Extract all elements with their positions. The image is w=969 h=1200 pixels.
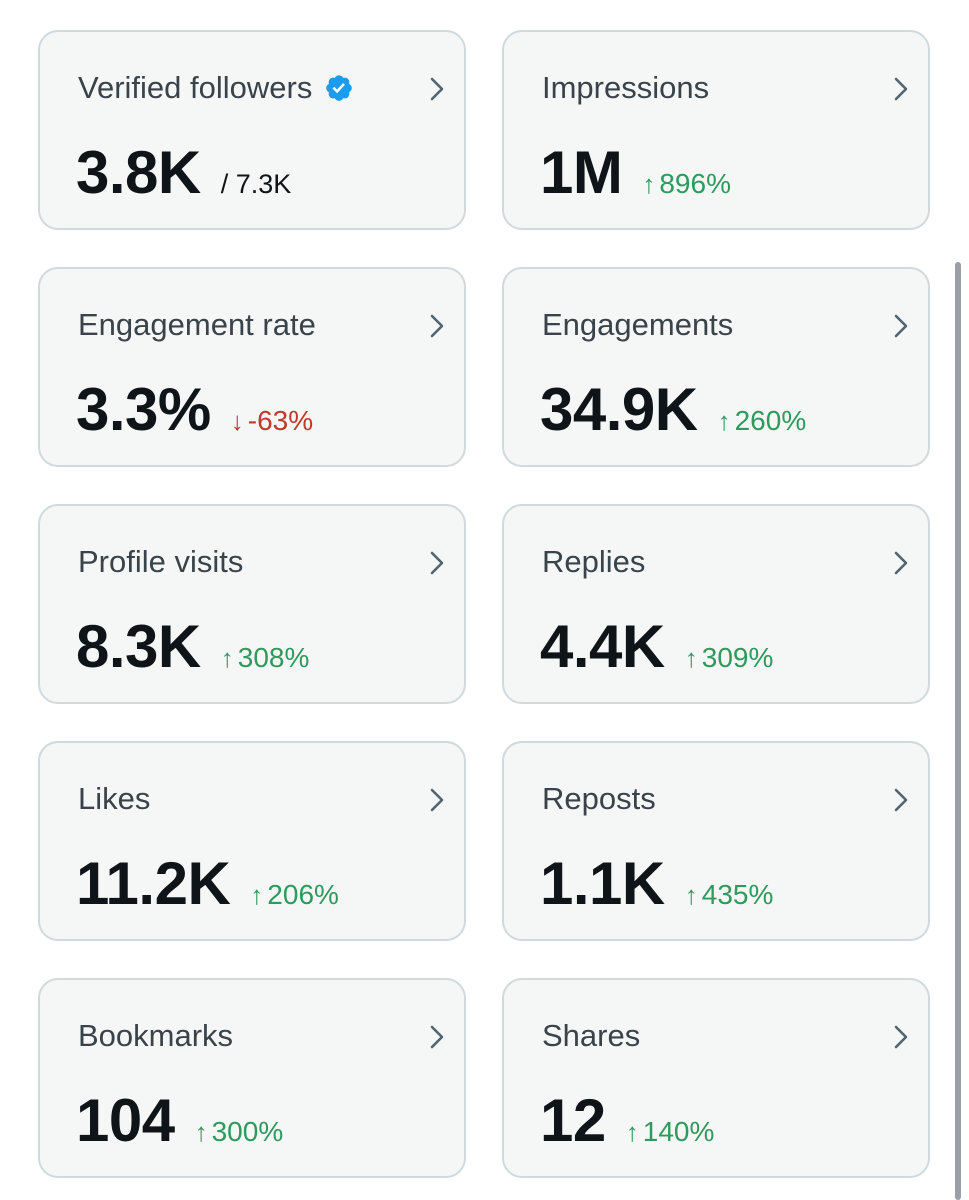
arrow-up-icon: ↑	[220, 643, 234, 673]
metrics-grid: Verified followers 3.8K / 7.3K Impressio…	[38, 30, 930, 1178]
metric-value-row: 12 ↑ 140%	[540, 1086, 714, 1155]
chevron-right-icon[interactable]	[892, 1024, 910, 1050]
card-impressions[interactable]: Impressions 1M ↑ 896%	[502, 30, 930, 230]
arrow-up-icon: ↑	[250, 880, 264, 910]
metric-change-value: 308%	[237, 642, 310, 673]
chevron-right-icon[interactable]	[892, 550, 910, 576]
card-title: Shares	[542, 1018, 640, 1054]
card-title-label: Engagements	[542, 307, 734, 342]
card-engagement-rate[interactable]: Engagement rate 3.3% ↓ -63%	[38, 267, 466, 467]
metric-total: / 7.3K	[220, 169, 292, 199]
metric-change: ↑ 308%	[221, 642, 310, 674]
metric-change: ↑ 435%	[685, 879, 774, 911]
arrow-up-icon: ↑	[194, 1117, 208, 1147]
metric-change-value: 260%	[734, 405, 807, 436]
metric-value-row: 104 ↑ 300%	[76, 1086, 283, 1155]
metric-change-value: -63%	[247, 405, 314, 436]
card-profile-visits[interactable]: Profile visits 8.3K ↑ 308%	[38, 504, 466, 704]
metric-change: ↑ 140%	[626, 1116, 715, 1148]
metric-change: ↓ -63%	[231, 405, 313, 437]
card-title-label: Engagement rate	[78, 307, 316, 342]
card-verified-followers[interactable]: Verified followers 3.8K / 7.3K	[38, 30, 466, 230]
metric-change-value: 206%	[267, 879, 339, 910]
metric-change-value: 435%	[701, 879, 774, 910]
metric-value-row: 34.9K ↑ 260%	[540, 375, 806, 444]
card-title: Profile visits	[78, 544, 243, 580]
metric-change-value: 140%	[642, 1116, 715, 1147]
card-title-label: Impressions	[542, 70, 710, 105]
verified-badge-icon	[324, 73, 354, 103]
metric-change-value: 896%	[659, 168, 731, 199]
chevron-right-icon[interactable]	[428, 787, 446, 813]
arrow-down-icon: ↓	[230, 406, 244, 436]
metric-change: ↑ 206%	[250, 879, 339, 911]
metric-value-row: 8.3K ↑ 308%	[76, 612, 309, 681]
card-title-label: Shares	[542, 1018, 641, 1053]
chevron-right-icon[interactable]	[892, 787, 910, 813]
chevron-right-icon[interactable]	[892, 313, 910, 339]
chevron-right-icon[interactable]	[428, 1024, 446, 1050]
chevron-right-icon[interactable]	[428, 313, 446, 339]
card-title: Engagements	[542, 307, 733, 343]
card-shares[interactable]: Shares 12 ↑ 140%	[502, 978, 930, 1178]
metric-value-row: 3.8K / 7.3K	[76, 138, 291, 207]
metric-value-row: 1.1K ↑ 435%	[540, 849, 773, 918]
metric-value-row: 3.3% ↓ -63%	[76, 375, 313, 444]
card-title: Impressions	[542, 70, 709, 106]
arrow-up-icon: ↑	[684, 643, 698, 673]
arrow-up-icon: ↑	[642, 169, 656, 199]
card-likes[interactable]: Likes 11.2K ↑ 206%	[38, 741, 466, 941]
metric-change-value: 300%	[211, 1116, 284, 1147]
metric-change: ↑ 300%	[195, 1116, 284, 1148]
metric-value: 34.9K	[540, 376, 698, 443]
card-engagements[interactable]: Engagements 34.9K ↑ 260%	[502, 267, 930, 467]
card-title-label: Bookmarks	[78, 1018, 234, 1053]
card-title-label: Verified followers	[78, 70, 313, 105]
card-title: Engagement rate	[78, 307, 316, 343]
chevron-right-icon[interactable]	[428, 76, 446, 102]
metric-value: 11.2K	[76, 850, 231, 917]
metric-value: 3.3%	[76, 376, 211, 443]
card-reposts[interactable]: Reposts 1.1K ↑ 435%	[502, 741, 930, 941]
metric-change: ↑ 260%	[718, 405, 807, 437]
metric-value-row: 4.4K ↑ 309%	[540, 612, 773, 681]
arrow-up-icon: ↑	[717, 406, 731, 436]
card-bookmarks[interactable]: Bookmarks 104 ↑ 300%	[38, 978, 466, 1178]
arrow-up-icon: ↑	[625, 1117, 639, 1147]
card-replies[interactable]: Replies 4.4K ↑ 309%	[502, 504, 930, 704]
card-title-label: Profile visits	[78, 544, 244, 579]
card-title: Reposts	[542, 781, 656, 817]
metric-value: 104	[76, 1087, 175, 1154]
chevron-right-icon[interactable]	[892, 76, 910, 102]
metric-value: 12	[540, 1087, 606, 1154]
metric-value: 8.3K	[76, 613, 201, 680]
metric-value: 1M	[540, 139, 623, 206]
scrollbar[interactable]	[955, 262, 961, 1200]
metric-change: ↑ 896%	[642, 168, 731, 200]
card-title: Replies	[542, 544, 645, 580]
card-title-label: Replies	[542, 544, 646, 579]
metric-value: 4.4K	[540, 613, 665, 680]
card-title: Bookmarks	[78, 1018, 233, 1054]
chevron-right-icon[interactable]	[428, 550, 446, 576]
metric-value: 1.1K	[540, 850, 665, 917]
metric-value-row: 11.2K ↑ 206%	[76, 849, 339, 918]
card-title-label: Reposts	[542, 781, 656, 816]
metric-value-row: 1M ↑ 896%	[540, 138, 731, 207]
card-title-label: Likes	[78, 781, 151, 816]
metric-change: ↑ 309%	[685, 642, 774, 674]
metric-change-value: 309%	[701, 642, 774, 673]
card-title: Verified followers	[78, 70, 354, 106]
card-title: Likes	[78, 781, 150, 817]
metric-value: 3.8K	[76, 139, 201, 206]
arrow-up-icon: ↑	[684, 880, 698, 910]
